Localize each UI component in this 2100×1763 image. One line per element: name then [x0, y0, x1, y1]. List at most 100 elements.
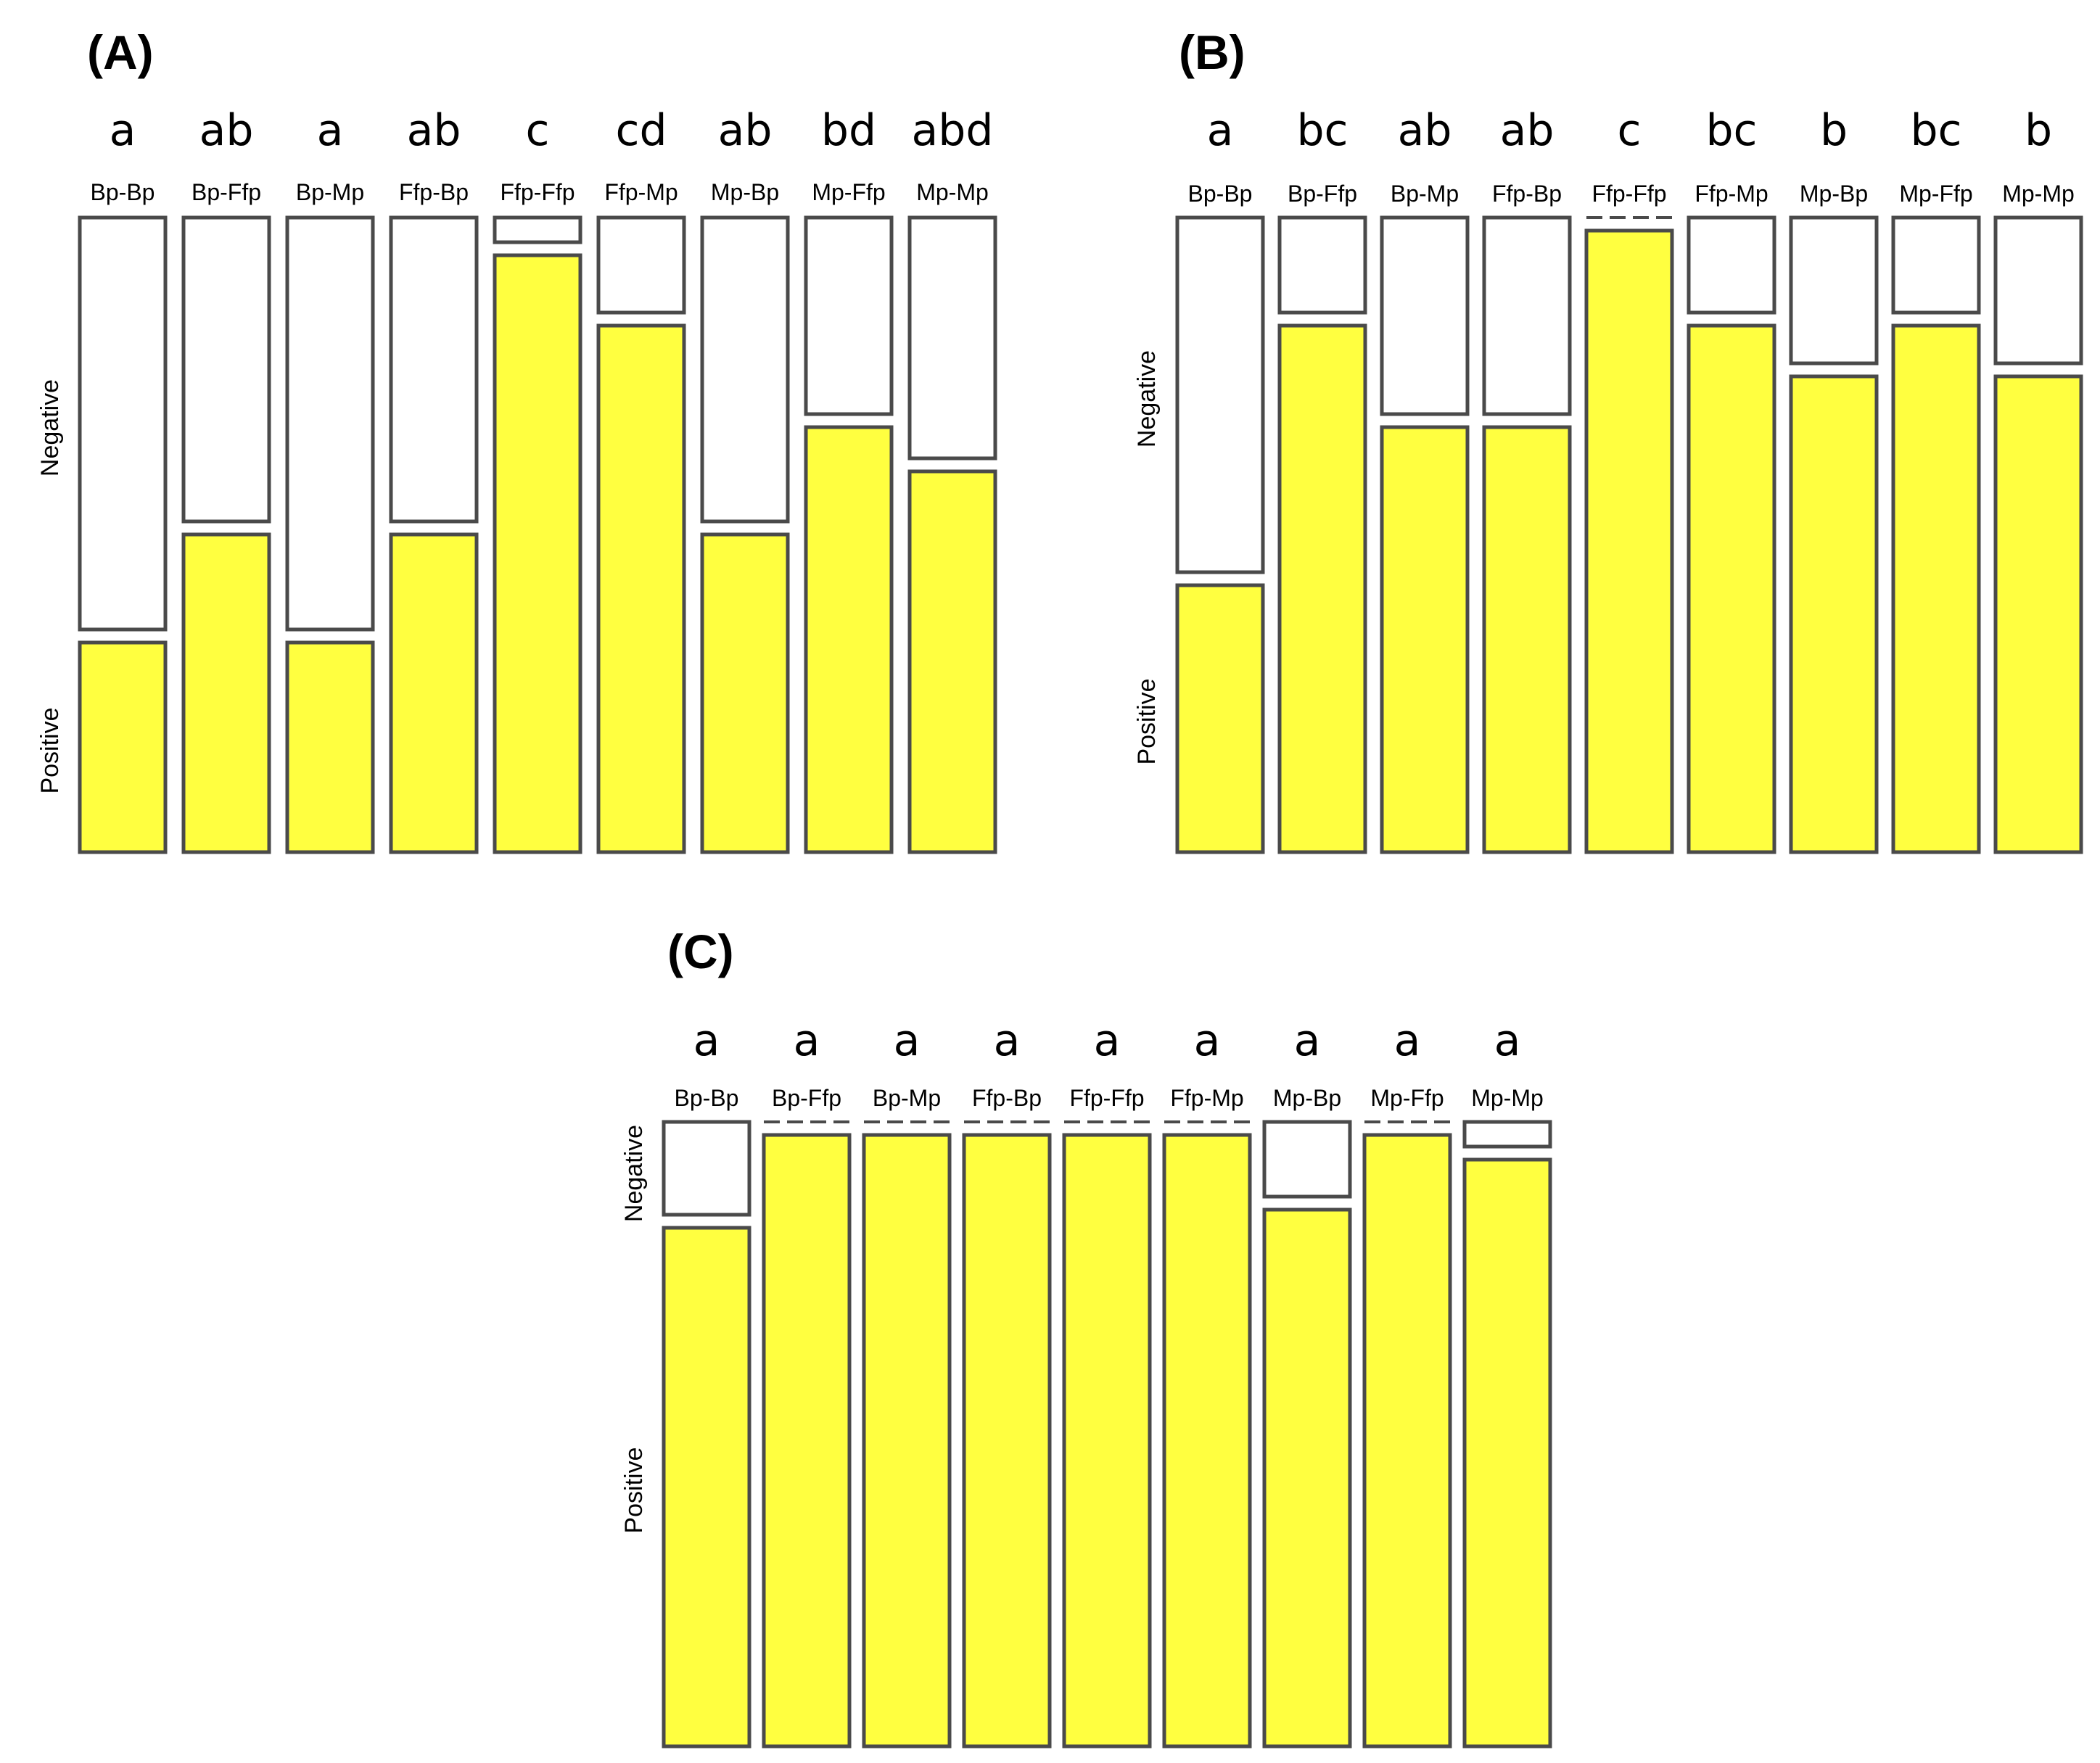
negative-bar-bp-bp [1175, 215, 1265, 574]
significance-letter-bp-mp: ab [1398, 105, 1452, 156]
positive-bar-ffp-bp [389, 532, 479, 854]
negative-bar-ffp-mp [1687, 215, 1776, 315]
positive-bar-bp-bp [662, 1226, 752, 1748]
category-label-ffp-ffp: Ffp-Ffp [500, 179, 575, 205]
category-label-mp-bp: Mp-Bp [1273, 1085, 1341, 1111]
category-label-bp-ffp: Bp-Ffp [772, 1085, 841, 1111]
category-label-mp-mp: Mp-Mp [2002, 181, 2075, 207]
negative-bar-mp-ffp [1891, 215, 1981, 315]
negative-bar-bp-ffp [181, 215, 271, 524]
category-label-ffp-bp: Ffp-Bp [399, 179, 469, 205]
category-label-bp-mp: Bp-Mp [873, 1085, 941, 1111]
significance-letter-mp-ffp: bd [821, 105, 876, 156]
positive-bar-mp-mp [907, 469, 997, 854]
significance-letter-mp-bp: b [1820, 105, 1848, 156]
positive-bar-bp-mp [1380, 425, 1470, 854]
positive-bar-bp-bp [78, 640, 168, 854]
significance-letter-mp-ffp: a [1394, 1015, 1421, 1066]
significance-letter-bp-mp: a [317, 105, 344, 156]
positive-bar-ffp-bp [1482, 425, 1572, 854]
category-label-bp-ffp: Bp-Ffp [1288, 181, 1357, 207]
positive-bar-ffp-bp [962, 1133, 1052, 1748]
negative-bar-mp-ffp [804, 215, 894, 416]
positive-bar-bp-mp [285, 640, 375, 854]
positive-bar-mp-bp [1262, 1207, 1352, 1748]
panel-a: (A) Negative Positive a Bp-Bp ab Bp-Ffp a Bp-Mp a… [36, 25, 997, 854]
negative-bar-bp-bp [662, 1120, 752, 1217]
panel-title-b: (B) [1179, 25, 1245, 79]
positive-bar-ffp-ffp [1584, 228, 1674, 854]
significance-letter-bp-ffp: a [794, 1015, 820, 1066]
significance-letter-ffp-bp: ab [407, 105, 461, 156]
positive-bar-ffp-ffp [1062, 1133, 1152, 1748]
category-label-bp-mp: Bp-Mp [1391, 181, 1459, 207]
positive-bar-ffp-mp [1162, 1133, 1252, 1748]
y-label-negative: Negative [620, 1125, 648, 1222]
category-label-mp-mp: Mp-Mp [1471, 1085, 1544, 1111]
positive-bar-ffp-mp [596, 323, 686, 854]
category-label-mp-ffp: Mp-Ffp [1370, 1085, 1444, 1111]
y-label-positive: Positive [36, 707, 64, 793]
significance-letter-ffp-ffp: c [526, 105, 550, 156]
category-label-mp-ffp: Mp-Ffp [1899, 181, 1972, 207]
positive-bar-mp-mp [1462, 1157, 1552, 1748]
significance-letter-bp-bp: a [110, 105, 136, 156]
negative-bar-bp-mp [1380, 215, 1470, 416]
negative-bar-ffp-bp [389, 215, 479, 524]
category-label-ffp-bp: Ffp-Bp [972, 1085, 1042, 1111]
positive-bar-bp-ffp [181, 532, 271, 854]
category-label-mp-bp: Mp-Bp [711, 179, 779, 205]
significance-letter-mp-bp: ab [718, 105, 773, 156]
negative-bar-mp-bp [700, 215, 790, 524]
category-label-bp-bp: Bp-Bp [675, 1085, 739, 1111]
significance-letter-mp-mp: b [2025, 105, 2052, 156]
positive-bar-mp-ffp [804, 425, 894, 854]
category-label-bp-bp: Bp-Bp [91, 179, 155, 205]
significance-letter-ffp-mp: cd [615, 105, 667, 156]
significance-letter-bp-mp: a [894, 1015, 921, 1066]
negative-bar-ffp-mp [596, 215, 686, 315]
significance-letter-ffp-bp: ab [1500, 105, 1555, 156]
category-label-mp-bp: Mp-Bp [1800, 181, 1868, 207]
positive-bar-mp-bp [1789, 374, 1879, 854]
category-label-ffp-mp: Ffp-Mp [1170, 1085, 1243, 1111]
negative-bar-bp-ffp [1277, 215, 1367, 315]
y-label-positive: Positive [620, 1447, 648, 1533]
positive-bar-mp-ffp [1891, 323, 1981, 854]
panel-c: (C)NegativePositiveaBp-BpaBp-FfpaBp-MpaF… [620, 925, 1552, 1748]
panel-b: (B)NegativePositiveaBp-BpbcBp-FfpabBp-Mp… [1133, 25, 2083, 854]
category-label-ffp-bp: Ffp-Bp [1492, 181, 1562, 207]
significance-letter-bp-bp: a [1207, 105, 1234, 156]
significance-letter-mp-bp: a [1294, 1015, 1321, 1066]
y-label-positive: Positive [1133, 678, 1161, 764]
positive-bar-ffp-mp [1687, 323, 1776, 854]
category-label-ffp-mp: Ffp-Mp [1695, 181, 1768, 207]
category-label-mp-mp: Mp-Mp [916, 179, 989, 205]
category-label-ffp-ffp: Ffp-Ffp [1069, 1085, 1144, 1111]
significance-letter-mp-mp: a [1494, 1015, 1521, 1066]
negative-bar-mp-bp [1789, 215, 1879, 366]
significance-letter-ffp-mp: bc [1705, 105, 1757, 156]
positive-bar-mp-mp [1993, 374, 2083, 854]
panel-title-a: (A) [87, 25, 154, 79]
negative-bar-ffp-bp [1482, 215, 1572, 416]
panel-title-c: (C) [667, 925, 734, 978]
positive-bar-ffp-ffp [493, 253, 582, 854]
category-label-ffp-mp: Ffp-Mp [604, 179, 678, 205]
negative-bar-mp-bp [1262, 1120, 1352, 1199]
significance-letter-bp-ffp: bc [1296, 105, 1348, 156]
y-label-negative: Negative [36, 379, 64, 476]
category-label-bp-bp: Bp-Bp [1188, 181, 1253, 207]
significance-letter-ffp-mp: a [1194, 1015, 1221, 1066]
y-label-negative: Negative [1133, 350, 1161, 447]
significance-letter-mp-mp: abd [912, 105, 994, 156]
significance-letter-ffp-ffp: c [1618, 105, 1642, 156]
positive-bar-bp-ffp [762, 1133, 852, 1748]
negative-bar-mp-mp [907, 215, 997, 461]
category-label-mp-ffp: Mp-Ffp [812, 179, 885, 205]
positive-bar-mp-bp [700, 532, 790, 854]
significance-letter-ffp-ffp: a [1094, 1015, 1121, 1066]
positive-bar-bp-ffp [1277, 323, 1367, 854]
positive-bar-mp-ffp [1362, 1133, 1452, 1748]
